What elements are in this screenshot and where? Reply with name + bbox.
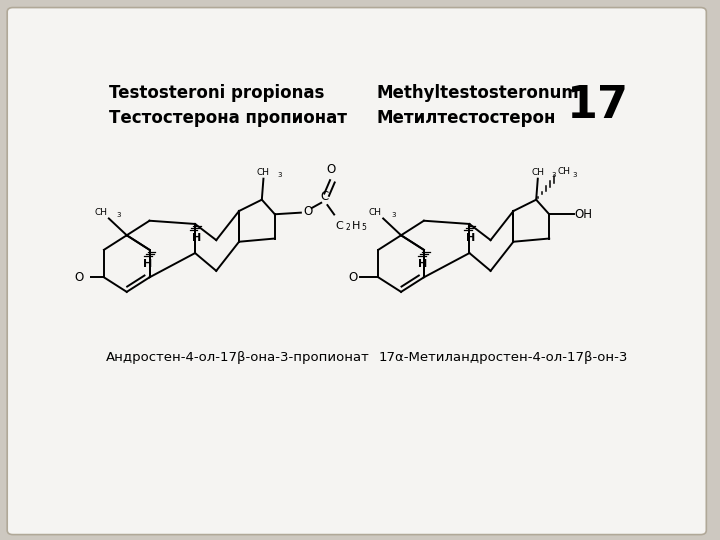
Text: O: O xyxy=(326,163,336,176)
Text: CH: CH xyxy=(531,168,544,177)
Text: H: H xyxy=(192,233,202,243)
Text: 3: 3 xyxy=(572,172,577,178)
Text: CH: CH xyxy=(557,167,570,176)
Text: CH: CH xyxy=(369,208,382,217)
Text: 17α-Метиландростен-4-ол-17β-он-3: 17α-Метиландростен-4-ол-17β-он-3 xyxy=(378,351,628,364)
Text: Testosteroni propionas: Testosteroni propionas xyxy=(109,84,325,102)
Text: 3: 3 xyxy=(117,212,121,219)
Text: 3: 3 xyxy=(552,172,557,178)
Text: CH: CH xyxy=(94,208,107,217)
Text: Methyltestosteronum: Methyltestosteronum xyxy=(377,84,580,102)
Text: H: H xyxy=(143,259,153,269)
Text: CH: CH xyxy=(257,168,270,177)
Text: 3: 3 xyxy=(391,212,395,219)
Text: 5: 5 xyxy=(361,223,366,232)
Text: 3: 3 xyxy=(277,172,282,178)
Text: 17: 17 xyxy=(567,84,629,127)
Text: H: H xyxy=(467,233,476,243)
Text: O: O xyxy=(74,271,84,284)
Text: Метилтестостерон: Метилтестостерон xyxy=(377,110,556,127)
Text: Тестостерона пропионат: Тестостерона пропионат xyxy=(109,110,347,127)
Text: H: H xyxy=(418,259,427,269)
Text: C: C xyxy=(320,190,328,203)
Text: C: C xyxy=(336,221,343,231)
Text: Андростен-4-ол-17β-она-3-пропионат: Андростен-4-ол-17β-она-3-пропионат xyxy=(106,351,369,364)
Text: 2: 2 xyxy=(345,223,350,232)
Text: O: O xyxy=(349,271,358,284)
Text: OH: OH xyxy=(575,208,593,221)
Text: H: H xyxy=(352,221,360,231)
Text: O: O xyxy=(303,205,312,218)
